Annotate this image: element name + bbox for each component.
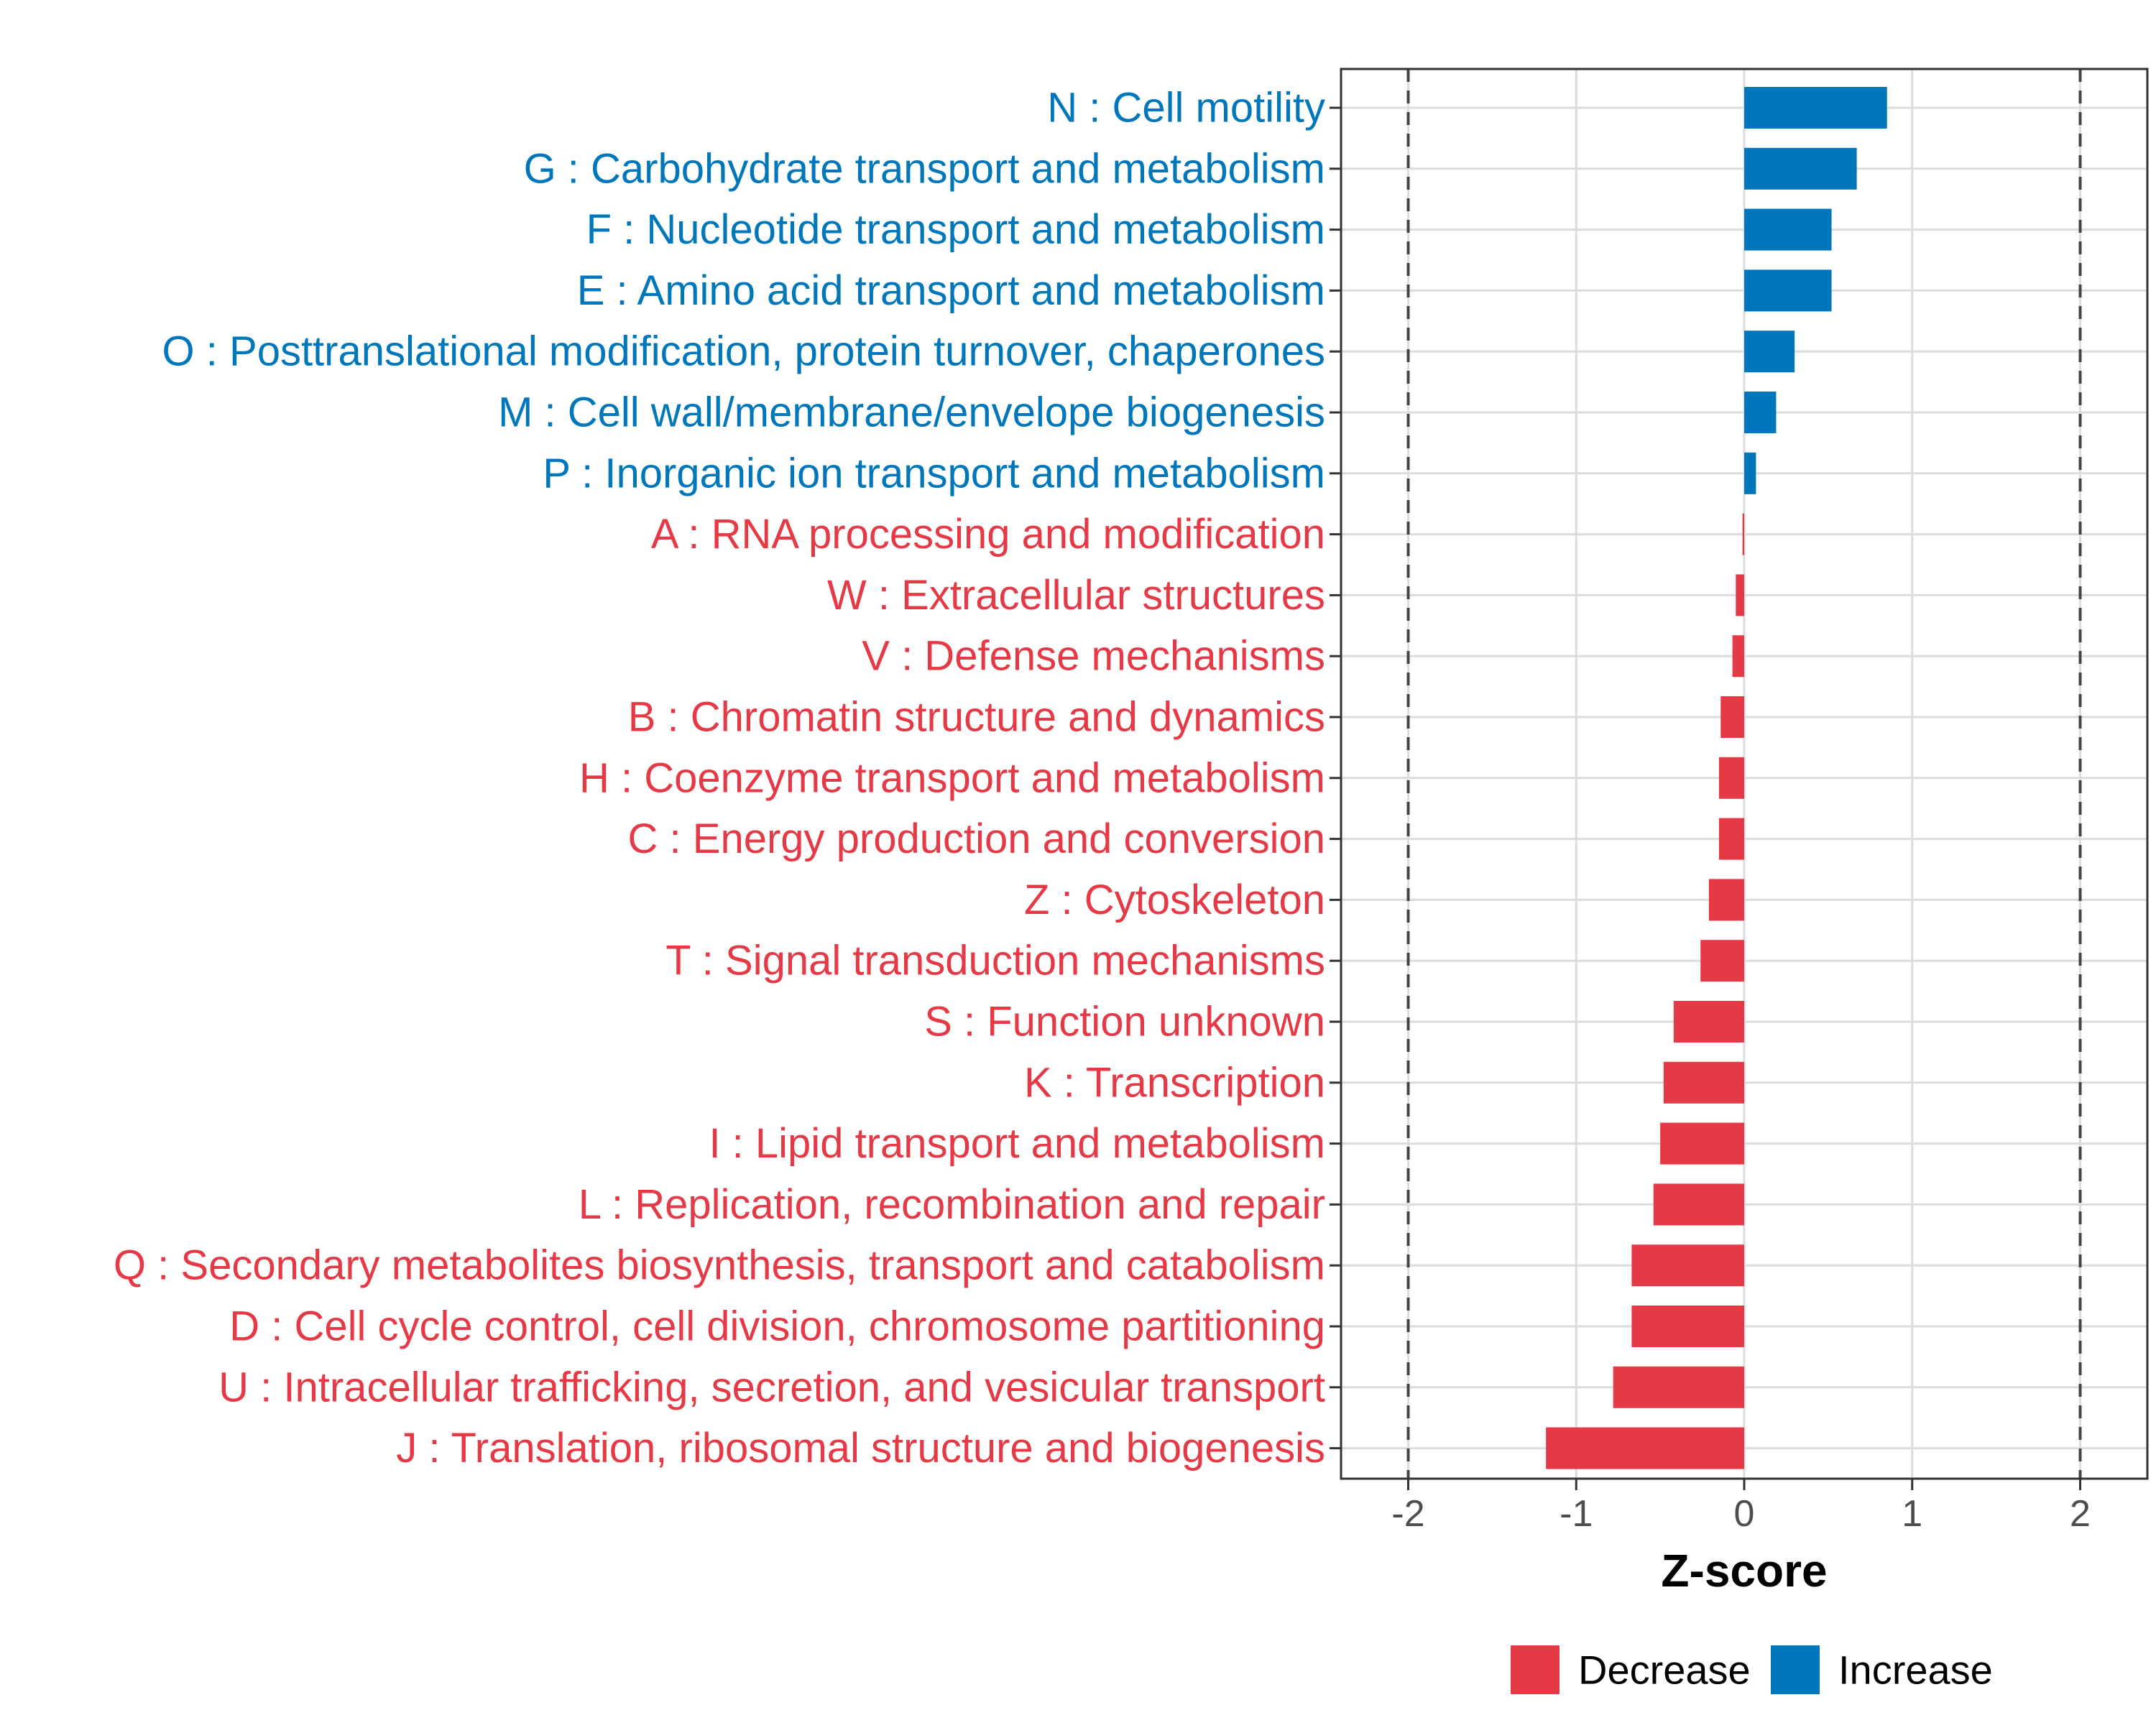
category-label: M : Cell wall/membrane/envelope biogenes… bbox=[498, 389, 1325, 436]
bar bbox=[1631, 1244, 1744, 1287]
bar bbox=[1653, 1183, 1744, 1226]
legend: Decrease Increase bbox=[1511, 1645, 1993, 1694]
legend-swatch bbox=[1511, 1645, 1560, 1694]
legend-swatch bbox=[1771, 1645, 1820, 1694]
bar bbox=[1673, 1001, 1744, 1043]
legend-label: Increase bbox=[1838, 1648, 1993, 1693]
category-label: C : Energy production and conversion bbox=[628, 816, 1325, 862]
bar bbox=[1613, 1366, 1744, 1408]
category-label: L : Replication, recombination and repai… bbox=[579, 1181, 1325, 1228]
category-label: B : Chromatin structure and dynamics bbox=[628, 694, 1325, 741]
category-label: G : Carbohydrate transport and metabolis… bbox=[524, 145, 1325, 192]
x-tick-label: 0 bbox=[1734, 1493, 1755, 1535]
bar bbox=[1744, 87, 1887, 129]
category-label: Q : Secondary metabolites biosynthesis, … bbox=[114, 1242, 1325, 1289]
bar bbox=[1744, 392, 1777, 433]
category-label: F : Nucleotide transport and metabolism bbox=[586, 206, 1325, 253]
bar bbox=[1631, 1306, 1744, 1347]
x-tick-label: -1 bbox=[1560, 1493, 1593, 1535]
category-label: P : Inorganic ion transport and metaboli… bbox=[543, 450, 1325, 496]
bar bbox=[1718, 818, 1744, 860]
bar bbox=[1720, 696, 1744, 738]
category-label: V : Defense mechanisms bbox=[862, 633, 1325, 680]
bar bbox=[1660, 1122, 1744, 1165]
bar bbox=[1700, 940, 1744, 982]
bar bbox=[1744, 208, 1832, 251]
bars bbox=[1546, 87, 1887, 1469]
x-axis-title: Z-score bbox=[1661, 1545, 1827, 1597]
category-label: A : RNA processing and modification bbox=[651, 511, 1325, 558]
bar bbox=[1744, 452, 1756, 494]
y-axis-ticks: N : Cell motility G : Carbohydrate transp… bbox=[114, 85, 1341, 1471]
category-label: K : Transcription bbox=[1024, 1059, 1325, 1106]
reference-lines bbox=[1406, 69, 2082, 1479]
bar bbox=[1744, 147, 1857, 190]
category-label: U : Intracellular trafficking, secretion… bbox=[218, 1364, 1325, 1410]
category-label: O : Posttranslational modification, prot… bbox=[162, 328, 1325, 375]
legend-label: Decrease bbox=[1578, 1648, 1751, 1693]
category-label: S : Function unknown bbox=[924, 999, 1325, 1045]
category-label: T : Signal transduction mechanisms bbox=[665, 938, 1325, 984]
category-label: H : Coenzyme transport and metabolism bbox=[579, 754, 1325, 801]
x-tick-label: 1 bbox=[1902, 1493, 1922, 1535]
category-label: D : Cell cycle control, cell division, c… bbox=[229, 1303, 1325, 1350]
category-label: I : Lipid transport and metabolism bbox=[709, 1120, 1325, 1167]
category-label: J : Translation, ribosomal structure and… bbox=[396, 1425, 1325, 1471]
x-axis-ticks: -2 -1 0 1 2 bbox=[1391, 1479, 2091, 1535]
x-tick-label: 2 bbox=[2070, 1493, 2091, 1535]
bar bbox=[1663, 1061, 1744, 1104]
bar bbox=[1708, 879, 1744, 921]
category-label: W : Extracellular structures bbox=[827, 572, 1325, 619]
bar bbox=[1546, 1427, 1744, 1469]
bar bbox=[1744, 331, 1795, 373]
category-label: E : Amino acid transport and metabolism bbox=[577, 267, 1325, 314]
x-tick-label: -2 bbox=[1391, 1493, 1424, 1535]
bar bbox=[1742, 513, 1744, 555]
bar bbox=[1732, 635, 1744, 678]
category-label: Z : Cytoskeleton bbox=[1024, 877, 1325, 923]
bar bbox=[1744, 269, 1832, 312]
bar bbox=[1718, 757, 1744, 799]
category-label: N : Cell motility bbox=[1047, 85, 1325, 131]
bar bbox=[1736, 574, 1744, 616]
